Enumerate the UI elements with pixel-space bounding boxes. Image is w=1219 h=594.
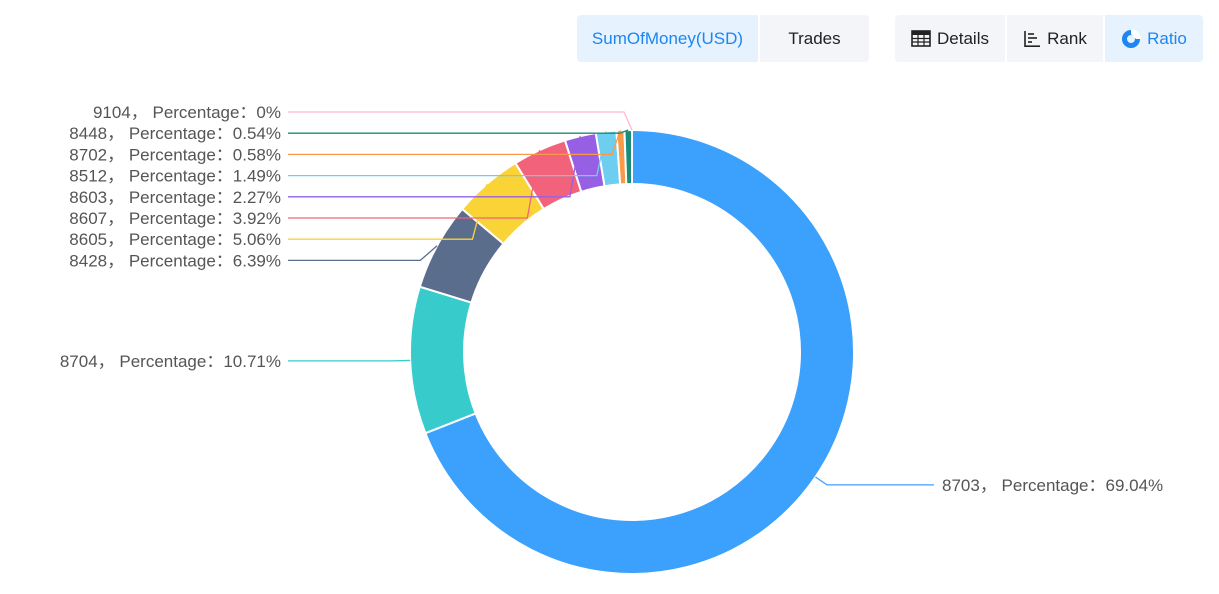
- table-icon: [911, 30, 931, 47]
- tab-sum-of-money-label: SumOfMoney(USD): [591, 28, 744, 48]
- tab-details[interactable]: Details: [895, 15, 1007, 62]
- tab-ratio-label: Ratio: [1147, 28, 1187, 48]
- slice-8704[interactable]: [409, 285, 477, 435]
- tab-trades[interactable]: Trades: [760, 15, 869, 62]
- data-label-9104: 9104， Percentage：0%: [93, 103, 281, 122]
- data-label-8512: 8512， Percentage：1.49%: [69, 167, 281, 186]
- leader-line-8603: [288, 136, 581, 198]
- tab-ratio[interactable]: Ratio: [1105, 15, 1203, 62]
- leader-line-8702: [288, 130, 622, 156]
- leader-line-8448: [288, 129, 629, 134]
- data-label-8702: 8702， Percentage：0.58%: [69, 145, 281, 164]
- tab-trades-label: Trades: [788, 28, 841, 48]
- rank-bars-icon: [1023, 30, 1041, 48]
- data-label-8448: 8448， Percentage：0.54%: [69, 124, 281, 143]
- data-label-8704: 8704， Percentage：10.71%: [60, 352, 281, 371]
- leader-line-9104: [288, 111, 633, 131]
- leader-line-8703: [815, 476, 934, 486]
- tab-sum-of-money[interactable]: SumOfMoney(USD): [577, 15, 760, 62]
- slice-8448[interactable]: [623, 128, 633, 186]
- data-label-8703: 8703， Percentage：69.04%: [942, 476, 1163, 495]
- tab-details-label: Details: [937, 28, 989, 48]
- data-label-8603: 8603， Percentage：2.27%: [69, 188, 281, 207]
- tab-rank[interactable]: Rank: [1007, 15, 1105, 62]
- metric-toggle: SumOfMoney(USD) Trades: [577, 15, 869, 62]
- data-label-8428: 8428， Percentage：6.39%: [69, 251, 281, 270]
- data-label-8607: 8607， Percentage：3.92%: [69, 209, 281, 228]
- leader-line-8512: [288, 131, 607, 177]
- data-label-8605: 8605， Percentage：5.06%: [69, 230, 281, 249]
- slice-8703[interactable]: [424, 128, 855, 575]
- leader-line-8428: [288, 245, 438, 262]
- leader-line-8605: [288, 183, 488, 240]
- view-toggle: Details Rank Ratio: [895, 15, 1203, 62]
- tab-rank-label: Rank: [1047, 28, 1087, 48]
- donut-icon: [1121, 28, 1142, 49]
- leader-line-8607: [288, 150, 541, 219]
